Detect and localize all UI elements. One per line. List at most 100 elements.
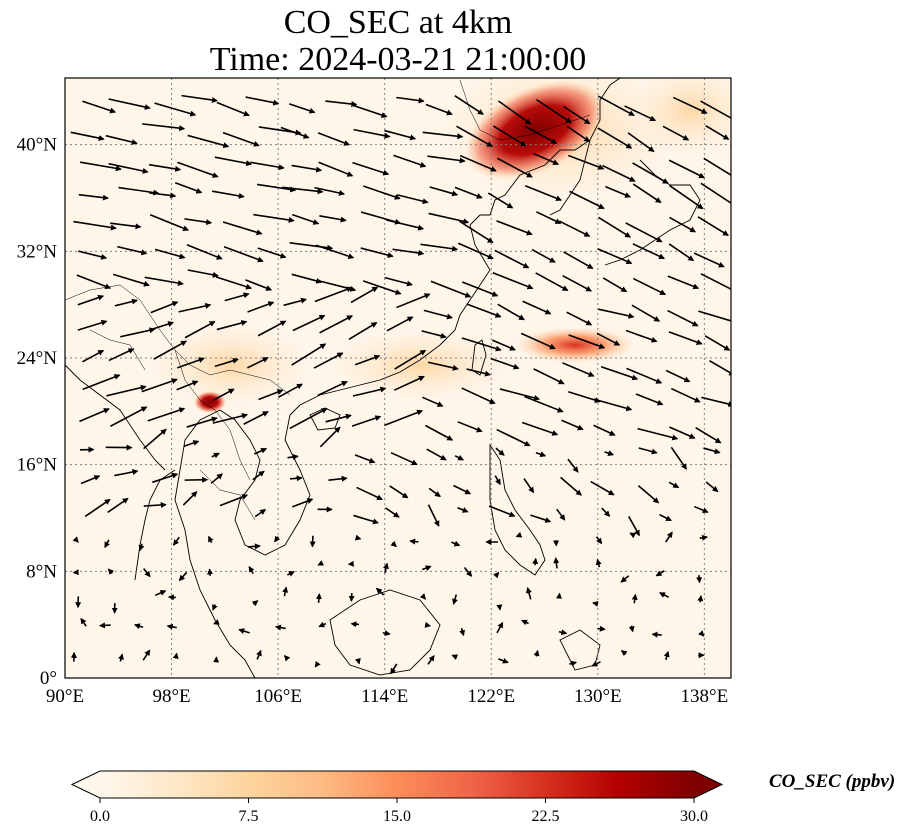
wind-vector-56 (697, 595, 704, 603)
wind-vector-122 (356, 486, 383, 501)
wind-vector-352 (422, 131, 464, 140)
wind-vector-123 (389, 485, 409, 499)
wind-vector-253 (291, 273, 323, 284)
wind-vector-175 (212, 388, 235, 401)
wind-vector-62 (248, 565, 255, 574)
wind-vector-213 (216, 320, 248, 331)
coast-taiwan (471, 339, 487, 376)
wind-vector-32 (521, 619, 529, 626)
wind-vector-116 (152, 472, 179, 484)
wind-vector-308 (211, 190, 245, 199)
wind-vector-97 (143, 501, 167, 508)
wind-vector-161 (384, 409, 423, 427)
wind-vector-98 (182, 491, 198, 506)
wind-vector-78 (138, 543, 145, 552)
wind-vector-301 (625, 222, 663, 243)
wind-vector-238 (423, 309, 453, 320)
border-china-mongolia (459, 79, 591, 141)
wind-vector-43 (251, 600, 259, 607)
x-tick-label: 114°E (361, 686, 408, 707)
wind-vector-181 (422, 396, 444, 407)
wind-vector-218 (386, 316, 414, 332)
border-china-south (65, 284, 291, 396)
wind-vector-328 (250, 161, 285, 171)
wind-vector-83 (309, 535, 316, 548)
wind-vector-10 (427, 654, 435, 665)
wind-vector-69 (493, 571, 500, 579)
wind-vector-149 (638, 447, 658, 455)
y-tick-label: 16°N (17, 455, 58, 476)
colorbar-tick-label: 7.5 (239, 808, 259, 825)
wind-vector-33 (558, 629, 568, 636)
wind-vector-112 (659, 513, 672, 522)
wind-vector-182 (461, 387, 496, 405)
wind-vector-64 (317, 560, 325, 566)
x-tick-label: 138°E (681, 686, 729, 707)
wind-vector-198 (354, 354, 381, 366)
wind-vector-360 (705, 124, 730, 140)
wind-vector-109 (556, 508, 566, 521)
wind-vector-319 (605, 185, 631, 198)
wind-vector-336 (533, 152, 560, 166)
wind-vector-155 (186, 416, 218, 428)
wind-vector-193 (177, 357, 205, 369)
wind-vector-272 (289, 242, 334, 251)
wind-vector-201 (466, 368, 491, 377)
wind-vector-142 (390, 451, 418, 466)
wind-vector-100 (254, 508, 267, 518)
wind-vector-171 (82, 374, 121, 391)
wind-vectors (70, 94, 731, 675)
wind-vector-313 (397, 194, 429, 205)
wind-vector-325 (148, 163, 182, 172)
wind-vector-176 (258, 389, 284, 401)
wind-vector-263 (633, 277, 667, 296)
wind-vector-31 (496, 621, 504, 634)
wind-vector-92 (629, 532, 637, 539)
wind-vector-13 (533, 649, 540, 657)
wind-vector-143 (426, 448, 447, 461)
wind-vector-355 (524, 125, 558, 144)
wind-vector-80 (208, 535, 214, 544)
colorbar: 0.0 7.5 15.0 22.5 30.0 CO_SEC (ppbv) (70, 770, 895, 825)
x-tick-label: 90°E (46, 686, 84, 707)
wind-vector-76 (72, 536, 79, 543)
wind-vector-163 (457, 421, 483, 433)
wind-vector-196 (291, 343, 327, 366)
wind-vector-259 (492, 272, 534, 290)
wind-vector-63 (286, 571, 295, 577)
wind-vector-110 (601, 507, 611, 517)
wind-vector-138 (253, 447, 268, 455)
wind-vector-130 (637, 484, 660, 504)
x-axis-ticks: 90°E 98°E 106°E 114°E 122°E 130°E 138°E (46, 686, 728, 707)
wind-vector-249 (144, 276, 184, 286)
wind-vector-125 (453, 484, 472, 495)
x-tick-label: 122°E (467, 686, 515, 707)
plume-japan-low (630, 78, 731, 155)
wind-vector-29 (424, 621, 432, 628)
wind-vector-294 (386, 219, 425, 231)
wind-vector-269 (186, 244, 223, 260)
hotspot-east-china-sea (515, 327, 635, 363)
wind-vector-307 (174, 182, 203, 194)
wind-vector-217 (348, 322, 378, 340)
plume-south-china-low (330, 330, 510, 400)
wind-vector-240 (497, 303, 525, 321)
wind-vector-184 (524, 395, 564, 413)
wind-vector-364 (181, 94, 218, 103)
wind-vector-357 (597, 127, 633, 149)
wind-vector-214 (257, 320, 287, 337)
wind-vector-330 (318, 161, 354, 177)
wind-vector-278 (494, 249, 530, 269)
wind-vector-290 (253, 213, 295, 223)
wind-vector-164 (496, 428, 531, 447)
wind-vector-16 (620, 650, 628, 657)
wind-vector-349 (317, 132, 351, 146)
wind-vector-363 (154, 102, 197, 117)
wind-vector-203 (533, 368, 565, 385)
colorbar-max-extension (694, 771, 722, 798)
wind-vector-141 (354, 454, 376, 464)
wind-vector-118 (210, 473, 223, 484)
wind-vector-281 (597, 248, 633, 265)
wind-vector-358 (627, 132, 655, 153)
wind-vector-192 (153, 340, 188, 360)
